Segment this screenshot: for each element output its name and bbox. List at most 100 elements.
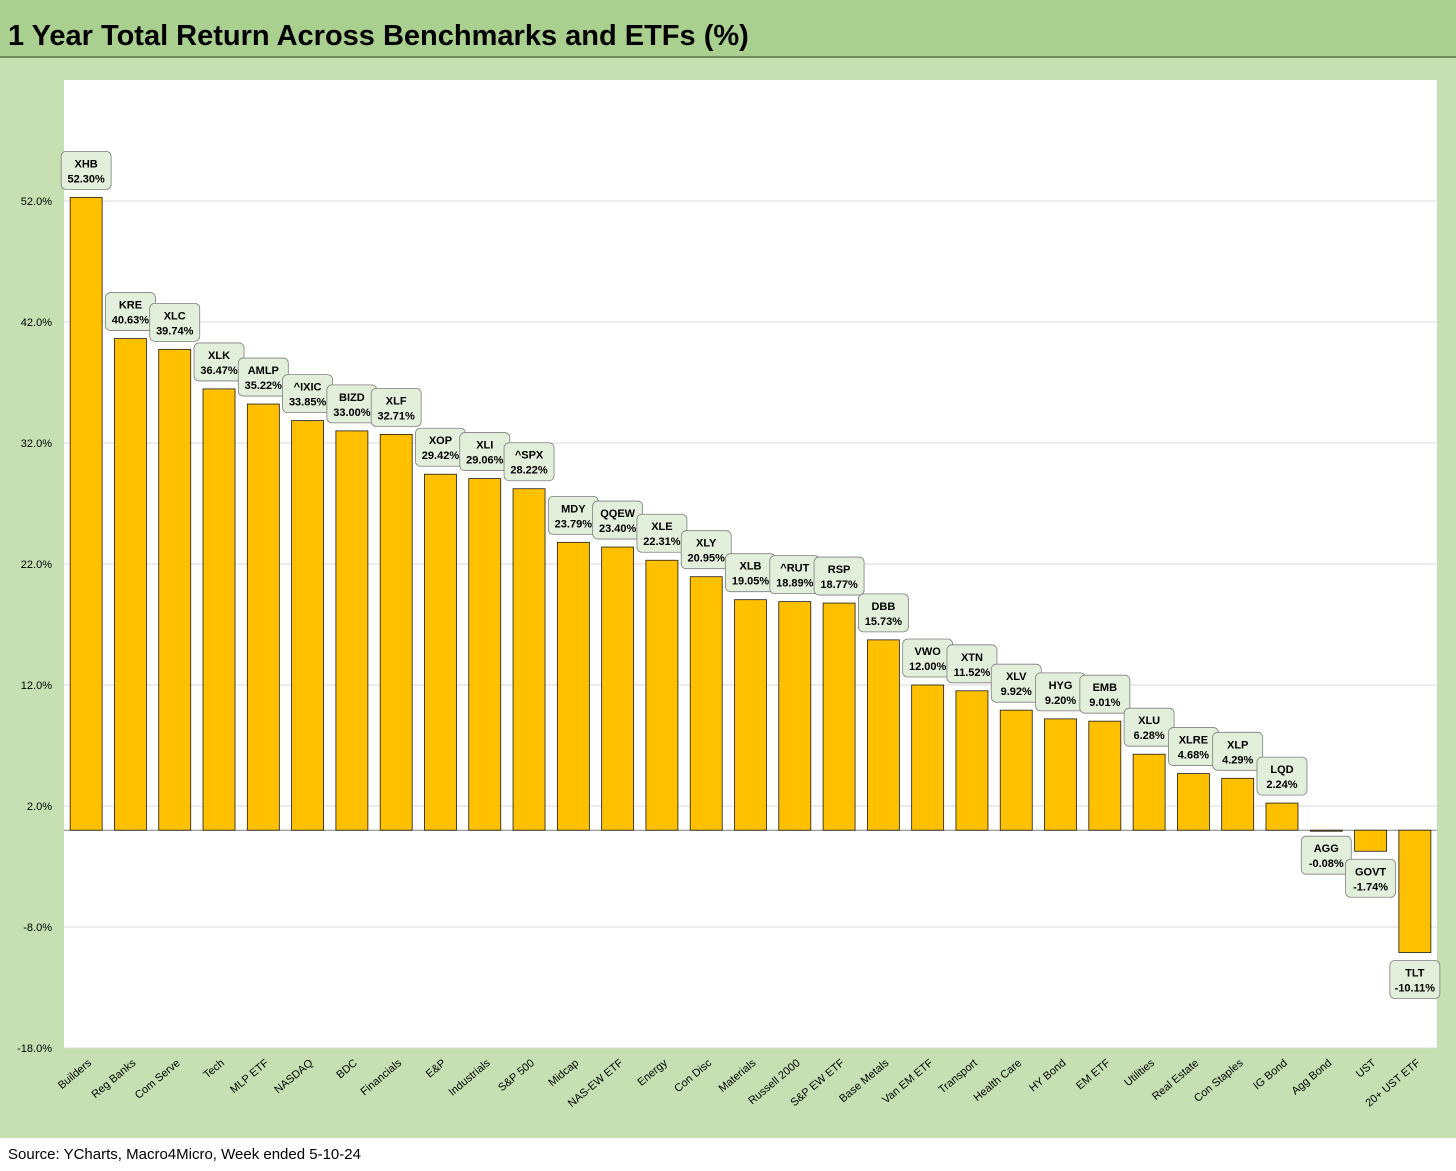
ticker-label: XLC [164, 310, 186, 322]
bar [158, 348, 192, 831]
category-label: NASDAQ [272, 1057, 316, 1096]
data-label: ^RUT 18.89% [769, 555, 821, 595]
data-label: TLT -10.11% [1389, 960, 1441, 999]
y-tick-label: -8.0% [23, 922, 52, 934]
ticker-label: ^RUT [780, 563, 809, 575]
category-label: Financials [358, 1057, 404, 1098]
data-label: XLU 6.28% [1123, 707, 1175, 747]
ticker-label: XLV [1006, 671, 1027, 683]
data-label: DBB 15.73% [857, 593, 909, 633]
value-label: 33.85% [289, 397, 327, 409]
bar [335, 430, 369, 831]
data-label: XLK 36.47% [193, 342, 245, 382]
bar [1132, 753, 1166, 831]
data-label: XLB 19.05% [725, 553, 776, 593]
bar [291, 420, 324, 831]
data-label: AMLP 35.22% [237, 357, 289, 397]
ticker-label: XLB [740, 561, 762, 573]
data-label: ^SPX 28.22% [503, 442, 555, 482]
category-label: Con Disc [672, 1057, 714, 1095]
value-label: 15.73% [865, 616, 903, 628]
category-label: Reg Banks [89, 1057, 138, 1101]
data-label: XLF 32.71% [370, 388, 422, 427]
data-label: RSP 18.77% [813, 556, 865, 596]
data-label: KRE 40.63% [105, 292, 156, 331]
ticker-label: XTN [961, 652, 983, 664]
ticker-label: HYG [1049, 680, 1073, 692]
ticker-label: VWO [915, 646, 942, 658]
category-label: EM ETF [1074, 1057, 1113, 1092]
value-label: 33.00% [333, 407, 371, 419]
value-label: 23.79% [555, 518, 593, 530]
ticker-label: XLRE [1179, 735, 1208, 747]
bar [468, 478, 502, 831]
value-label: 11.52% [954, 667, 991, 679]
ticker-label: ^SPX [515, 450, 544, 462]
ticker-label: GOVT [1355, 866, 1386, 878]
bar [202, 388, 236, 831]
value-label: 40.63% [112, 315, 150, 327]
data-label-box [1300, 835, 1352, 875]
ticker-label: TLT [1405, 968, 1425, 980]
bar [114, 338, 147, 831]
bar [734, 599, 767, 831]
value-label: -1.74% [1353, 881, 1388, 893]
value-label: -10.11% [1395, 983, 1436, 995]
value-label: 6.28% [1134, 730, 1165, 742]
category-label: Midcap [546, 1057, 581, 1089]
data-label: EMB 9.01% [1079, 674, 1131, 714]
category-label: S&P 500 [496, 1057, 537, 1094]
bar [424, 473, 457, 831]
y-tick-label: 52.0% [21, 196, 52, 208]
ticker-label: QQEW [600, 508, 635, 520]
bar [1309, 829, 1343, 832]
data-label-box [1389, 960, 1441, 999]
data-label: XLY 20.95% [680, 530, 732, 570]
category-label: Builders [56, 1057, 95, 1092]
value-label: 9.20% [1045, 695, 1076, 707]
bar [689, 576, 723, 831]
data-label-box [1256, 756, 1308, 796]
data-label-box [1079, 674, 1131, 714]
value-label: 4.68% [1178, 750, 1209, 762]
bar [556, 541, 590, 831]
bar [1398, 829, 1432, 953]
source-note: Source: YCharts, Macro4Micro, Week ended… [8, 1146, 361, 1163]
bar [512, 488, 546, 831]
ticker-label: ^IXIC [294, 382, 322, 394]
value-label: 18.89% [776, 578, 814, 590]
category-label: Tech [201, 1057, 227, 1081]
ticker-label: XLI [476, 440, 493, 452]
data-label-box [1212, 731, 1264, 771]
data-label-box [813, 556, 865, 596]
y-tick-label: 42.0% [21, 317, 52, 329]
category-label: Transport [936, 1057, 979, 1096]
ticker-label: LQD [1270, 764, 1293, 776]
data-label-box [60, 150, 112, 190]
ticker-label: MDY [561, 503, 586, 515]
chart-title: 1 Year Total Return Across Benchmarks an… [8, 20, 749, 52]
title-bar: 1 Year Total Return Across Benchmarks an… [0, 0, 1456, 58]
bar [1265, 802, 1299, 831]
bar-chart: -18.0% -8.0% 2.0% 12.0% 22.0% 32.0% 42.0% 52.0%… [17, 80, 1441, 1110]
value-label: 52.30% [67, 173, 105, 185]
category-label: E&P [424, 1057, 449, 1080]
ticker-label: XLF [386, 395, 407, 407]
data-label: BIZD 33.00% [326, 384, 378, 424]
ticker-label: AMLP [248, 365, 279, 377]
bar [999, 709, 1033, 831]
y-tick-label: 22.0% [21, 559, 52, 571]
data-label: MDY 23.79% [547, 495, 599, 535]
data-label: XLP 4.29% [1212, 731, 1264, 771]
bar [246, 403, 280, 831]
value-label: 36.47% [200, 365, 238, 377]
value-label: -0.08% [1309, 858, 1344, 870]
y-tick-label: -18.0% [17, 1043, 52, 1055]
data-label: XOP 29.42% [415, 427, 466, 467]
category-label: MLP ETF [228, 1057, 271, 1096]
bar [601, 546, 635, 831]
value-label: 19.05% [732, 576, 770, 588]
category-label: Energy [635, 1057, 670, 1089]
data-label: ^IXIC 33.85% [282, 374, 333, 414]
bar [69, 196, 103, 831]
